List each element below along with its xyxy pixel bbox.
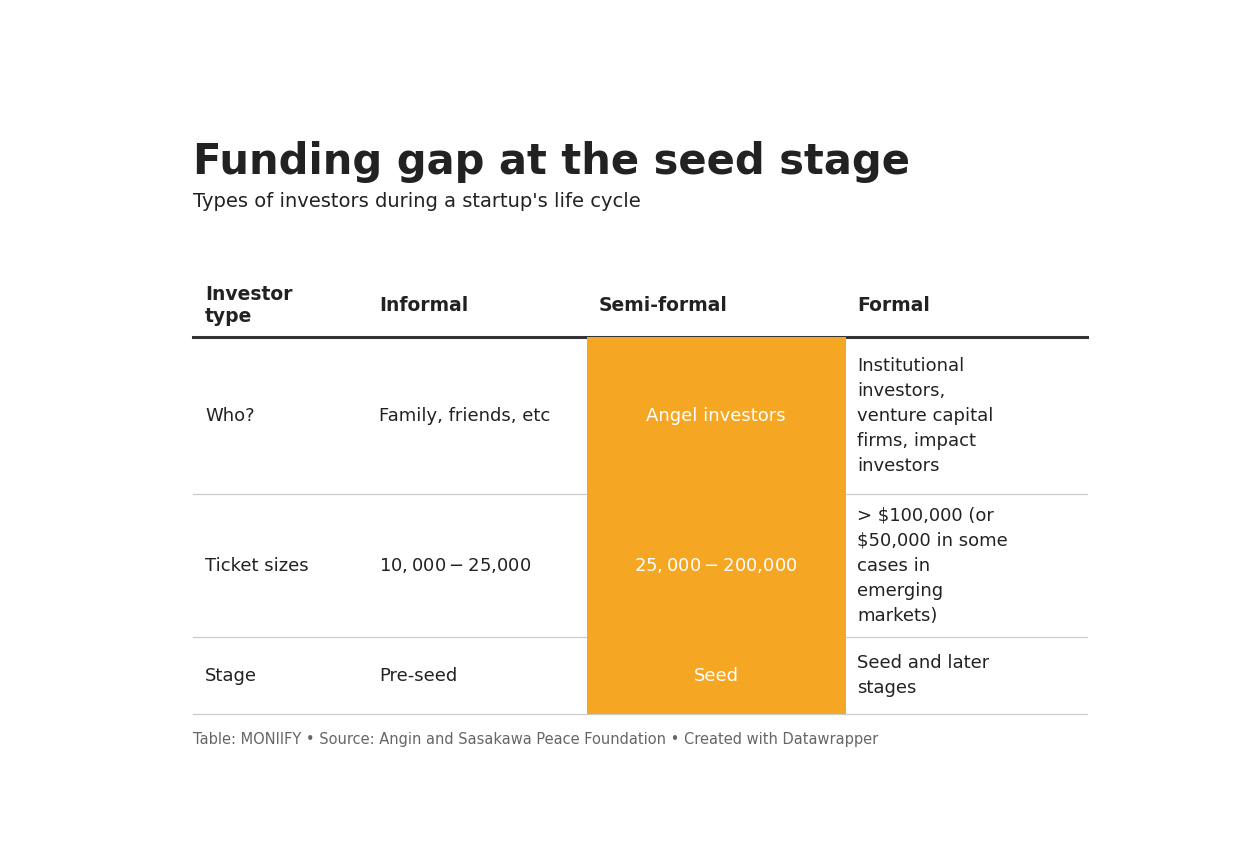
Text: Stage: Stage xyxy=(205,667,257,685)
Text: Pre-seed: Pre-seed xyxy=(379,667,458,685)
Text: Funding gap at the seed stage: Funding gap at the seed stage xyxy=(193,140,910,183)
Text: Seed and later
stages: Seed and later stages xyxy=(857,654,990,697)
Text: Seed: Seed xyxy=(693,667,739,685)
Text: Family, friends, etc: Family, friends, etc xyxy=(379,407,551,424)
Text: Who?: Who? xyxy=(205,407,254,424)
FancyBboxPatch shape xyxy=(587,338,846,494)
Text: Types of investors during a startup's life cycle: Types of investors during a startup's li… xyxy=(193,192,641,211)
Text: Institutional
investors,
venture capital
firms, impact
investors: Institutional investors, venture capital… xyxy=(857,357,993,475)
Text: Table: MONIIFY • Source: Angin and Sasakawa Peace Foundation • Created with Data: Table: MONIIFY • Source: Angin and Sasak… xyxy=(193,733,879,747)
Text: Informal: Informal xyxy=(379,296,469,315)
Text: Semi-formal: Semi-formal xyxy=(598,296,727,315)
Text: Investor
type: Investor type xyxy=(205,285,293,326)
Text: > $100,000 (or
$50,000 in some
cases in
emerging
markets): > $100,000 (or $50,000 in some cases in … xyxy=(857,507,1008,624)
FancyBboxPatch shape xyxy=(587,494,846,637)
Text: Ticket sizes: Ticket sizes xyxy=(205,557,309,575)
Text: $25,000-$200,000: $25,000-$200,000 xyxy=(635,556,799,575)
Text: Formal: Formal xyxy=(857,296,930,315)
Text: $10,000-$25,000: $10,000-$25,000 xyxy=(379,556,532,575)
Text: Angel investors: Angel investors xyxy=(646,407,786,424)
FancyBboxPatch shape xyxy=(587,637,846,714)
